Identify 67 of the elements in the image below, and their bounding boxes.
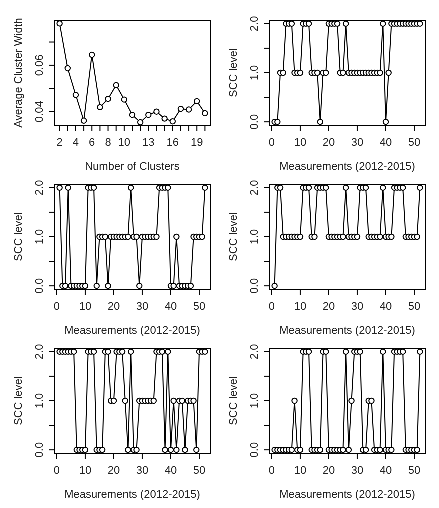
x-tick-label: 40 bbox=[380, 465, 392, 477]
x-tick-label: 10 bbox=[79, 301, 92, 313]
x-tick-label: 0 bbox=[268, 137, 276, 149]
y-tick-label: 1.0 bbox=[249, 393, 261, 409]
x-tick-label: 0 bbox=[268, 465, 276, 477]
y-axis-title: SCC level bbox=[228, 48, 240, 98]
x-tick-label: 10 bbox=[118, 137, 131, 149]
x-tick-label: 20 bbox=[322, 465, 336, 477]
x-tick-label: 16 bbox=[166, 137, 180, 149]
y-tick-label: 0.06 bbox=[34, 54, 46, 76]
x-axis-title: Measurements (2012-2015) bbox=[280, 489, 416, 501]
x-tick-label: 40 bbox=[380, 301, 392, 313]
x-tick-label: 40 bbox=[164, 301, 178, 313]
y-tick-label: 2.0 bbox=[249, 344, 261, 360]
y-tick-label: 0.0 bbox=[34, 278, 46, 294]
x-axis-title: Measurements (2012-2015) bbox=[64, 325, 200, 337]
y-axis-title: SCC level bbox=[13, 212, 25, 262]
x-tick-label: 2 bbox=[56, 137, 63, 149]
y-axis-title: SCC level bbox=[228, 376, 240, 426]
x-tick-label: 50 bbox=[408, 301, 421, 313]
x-tick-label: 20 bbox=[108, 301, 120, 313]
x-tick-label: 10 bbox=[294, 301, 307, 313]
x-tick-label: 0 bbox=[268, 301, 276, 313]
x-tick-label: 0 bbox=[54, 465, 60, 477]
y-tick-label: 0.0 bbox=[249, 114, 261, 130]
x-axis-title: Measurements (2012-2015) bbox=[280, 161, 416, 173]
x-tick-label: 50 bbox=[193, 301, 206, 313]
y-tick-label: 1.0 bbox=[249, 229, 261, 245]
x-tick-label: 4 bbox=[72, 137, 80, 149]
x-tick-label: 20 bbox=[322, 301, 336, 313]
x-tick-label: 30 bbox=[351, 465, 364, 477]
y-tick-label: 1.0 bbox=[34, 229, 46, 245]
x-tick-label: 10 bbox=[79, 465, 92, 477]
x-tick-label: 40 bbox=[380, 137, 392, 149]
y-tick-label: 0.0 bbox=[249, 278, 261, 294]
x-tick-label: 8 bbox=[105, 137, 112, 149]
x-axis-title: Measurements (2012-2015) bbox=[280, 325, 416, 337]
y-tick-label: 2.0 bbox=[34, 180, 46, 196]
y-tick-label: 0.0 bbox=[34, 442, 46, 458]
y-axis-title: Average Cluster Width bbox=[13, 18, 25, 128]
y-tick-label: 1.0 bbox=[34, 393, 46, 409]
x-tick-label: 30 bbox=[351, 301, 364, 313]
y-tick-label: 0.0 bbox=[249, 442, 261, 458]
x-tick-label: 30 bbox=[136, 465, 149, 477]
x-tick-label: 20 bbox=[322, 137, 336, 149]
x-axis-title: Measurements (2012-2015) bbox=[64, 489, 200, 501]
y-tick-label: 2.0 bbox=[249, 180, 261, 196]
x-tick-label: 40 bbox=[164, 465, 178, 477]
x-tick-label: 20 bbox=[108, 465, 120, 477]
y-axis-title: SCC level bbox=[228, 212, 240, 262]
x-axis-title: Number of Clusters bbox=[85, 161, 180, 173]
x-tick-label: 50 bbox=[408, 137, 421, 149]
x-tick-label: 50 bbox=[408, 465, 421, 477]
y-tick-label: 2.0 bbox=[249, 16, 261, 32]
y-axis-title: SCC level bbox=[13, 376, 25, 426]
x-tick-label: 0 bbox=[54, 301, 60, 313]
y-tick-label: 0.04 bbox=[34, 101, 46, 123]
x-tick-label: 10 bbox=[294, 465, 307, 477]
x-tick-label: 50 bbox=[193, 465, 206, 477]
x-tick-label: 10 bbox=[294, 137, 307, 149]
x-tick-label: 30 bbox=[351, 137, 364, 149]
x-tick-label: 30 bbox=[136, 301, 149, 313]
x-tick-label: 6 bbox=[89, 137, 96, 149]
x-tick-label: 13 bbox=[142, 137, 155, 149]
y-tick-label: 1.0 bbox=[249, 65, 261, 81]
x-tick-label: 19 bbox=[190, 137, 204, 149]
y-tick-label: 2.0 bbox=[34, 344, 46, 360]
